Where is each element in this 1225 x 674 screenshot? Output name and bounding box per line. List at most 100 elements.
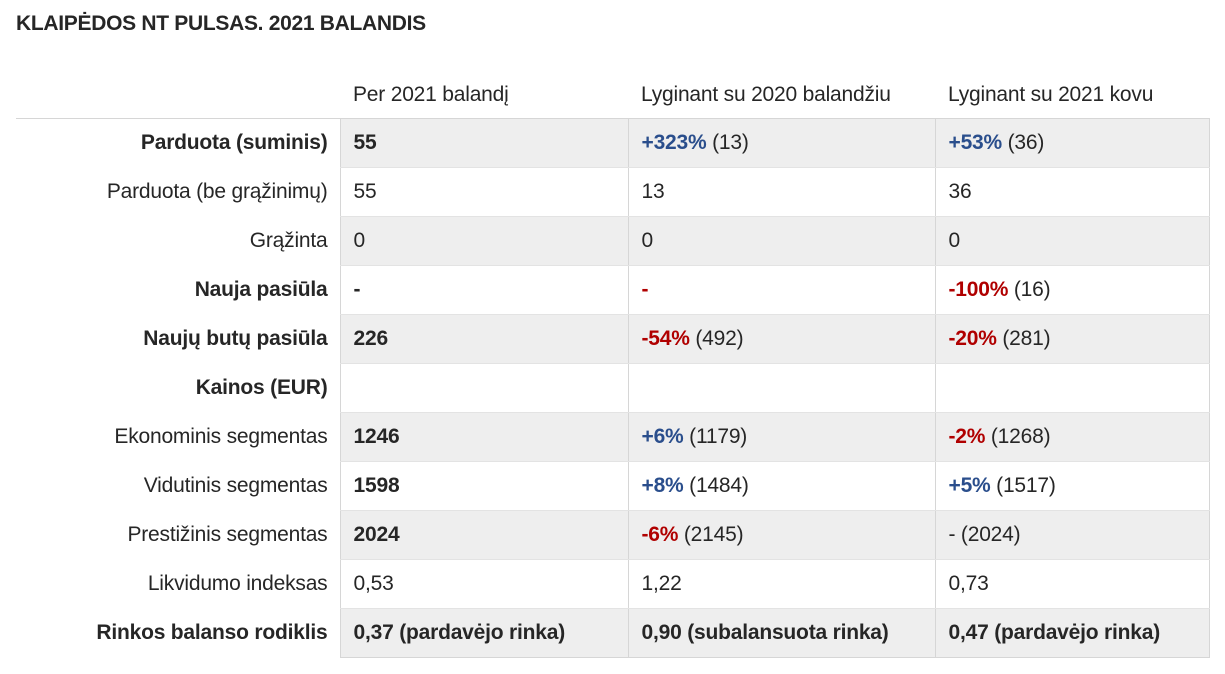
- table-row: Prestižinis segmentas 2024 -6% (2145) - (20…: [16, 510, 1210, 560]
- cell-vs-month: 36: [934, 167, 1210, 217]
- cell-current: 2024: [339, 510, 628, 560]
- cell-reference: (492): [689, 327, 744, 350]
- cell-vs-month: 0,73: [934, 559, 1210, 609]
- cell-value: 0,73: [948, 572, 989, 595]
- table-row: Parduota (suminis) 55 +323% (13) +53% (36): [16, 118, 1210, 168]
- cell-vs-month: - (2024): [934, 510, 1210, 560]
- cell-vs-year: -: [627, 265, 935, 315]
- cell-value: 55: [353, 131, 377, 154]
- cell-vs-month: [934, 363, 1210, 413]
- row-label: Parduota (be grąžinimų): [106, 180, 328, 203]
- cell-value: +53%: [948, 131, 1003, 154]
- cell-reference: (1268): [985, 425, 1051, 448]
- cell-vs-month: 0,47 (pardavėjo rinka): [934, 608, 1210, 658]
- cell-reference: (1517): [990, 474, 1056, 497]
- cell-value: 0,53: [353, 572, 394, 595]
- cell-vs-year: [627, 363, 935, 413]
- cell-vs-month: -2% (1268): [934, 412, 1210, 462]
- cell-reference: (1179): [683, 425, 748, 448]
- row-label: Prestižinis segmentas: [127, 523, 328, 546]
- cell-value: -: [641, 278, 649, 301]
- table-row: Nauja pasiūla - - -100% (16): [16, 265, 1210, 315]
- cell-vs-month: +53% (36): [934, 118, 1210, 168]
- cell-value: -54%: [641, 327, 690, 350]
- cell-current: 0,37 (pardavėjo rinka): [339, 608, 628, 658]
- cell-value: +5%: [948, 474, 991, 497]
- cell-value: 13: [641, 180, 665, 203]
- cell-vs-year: 13: [627, 167, 935, 217]
- table-row: Likvidumo indeksas 0,53 1,22 0,73: [16, 559, 1210, 609]
- cell-vs-month: -20% (281): [934, 314, 1210, 364]
- row-label: Kainos (EUR): [195, 376, 328, 399]
- table-row: Vidutinis segmentas 1598 +8% (1484) +5% (15…: [16, 461, 1210, 511]
- header-blank: [16, 72, 340, 119]
- cell-value: 1598: [353, 474, 400, 497]
- cell-value: 0: [353, 229, 366, 252]
- cell-vs-month: -100% (16): [934, 265, 1210, 315]
- cell-value: -2%: [948, 425, 986, 448]
- cell-current: 55: [339, 118, 628, 168]
- cell-value: -6%: [641, 523, 679, 546]
- cell-value: -: [353, 278, 361, 301]
- cell-reference: (281): [996, 327, 1051, 350]
- cell-current: 1598: [339, 461, 628, 511]
- cell-value: -20%: [948, 327, 997, 350]
- cell-value: -100%: [948, 278, 1009, 301]
- cell-value: 0: [641, 229, 654, 252]
- cell-reference: (2145): [678, 523, 744, 546]
- cell-vs-year: +6% (1179): [627, 412, 935, 462]
- cell-reference: (1484): [683, 474, 749, 497]
- nt-pulse-table: Per 2021 balandį Lyginant su 2020 baland…: [16, 72, 1210, 658]
- cell-current: [339, 363, 628, 413]
- cell-value: 55: [353, 180, 377, 203]
- table-header-row: Per 2021 balandį Lyginant su 2020 baland…: [16, 72, 1209, 119]
- table-row: Grąžinta 0 0 0: [16, 216, 1210, 266]
- table-row: Ekonominis segmentas 1246 +6% (1179) -2% (1…: [16, 412, 1210, 462]
- cell-value: 226: [353, 327, 389, 350]
- cell-vs-year: +323% (13): [627, 118, 935, 168]
- row-label: Ekonominis segmentas: [114, 425, 328, 448]
- cell-current: 0: [339, 216, 628, 266]
- cell-vs-year: +8% (1484): [627, 461, 935, 511]
- cell-value: -: [948, 523, 956, 546]
- row-label: Nauja pasiūla: [194, 278, 328, 301]
- cell-value: +323%: [641, 131, 707, 154]
- cell-value: 0,90 (subalansuota rinka): [641, 621, 889, 644]
- cell-value: 0: [948, 229, 961, 252]
- row-label: Grąžinta: [249, 229, 328, 252]
- table-row: Kainos (EUR): [16, 363, 1210, 413]
- cell-current: -: [339, 265, 628, 315]
- cell-value: 0,47 (pardavėjo rinka): [948, 621, 1161, 644]
- cell-value: 1246: [353, 425, 400, 448]
- cell-reference: (16): [1008, 278, 1051, 301]
- row-label: Rinkos balanso rodiklis: [96, 621, 328, 644]
- cell-value: +8%: [641, 474, 684, 497]
- cell-reference: (36): [1002, 131, 1045, 154]
- cell-vs-year: -54% (492): [627, 314, 935, 364]
- table-row: Parduota (be grąžinimų) 55 13 36: [16, 167, 1210, 217]
- cell-current: 0,53: [339, 559, 628, 609]
- cell-vs-month: +5% (1517): [934, 461, 1210, 511]
- cell-reference: (2024): [955, 523, 1021, 546]
- row-label: Vidutinis segmentas: [143, 474, 328, 497]
- cell-value: 1,22: [641, 572, 682, 595]
- cell-current: 226: [339, 314, 628, 364]
- cell-reference: (13): [706, 131, 749, 154]
- cell-vs-year: 0,90 (subalansuota rinka): [627, 608, 935, 658]
- cell-current: 55: [339, 167, 628, 217]
- cell-value: 0,37 (pardavėjo rinka): [353, 621, 566, 644]
- cell-value: 36: [948, 180, 972, 203]
- header-vs-year: Lyginant su 2020 balandžiu: [628, 72, 935, 119]
- header-current: Per 2021 balandį: [340, 72, 628, 119]
- cell-current: 1246: [339, 412, 628, 462]
- row-label: Parduota (suminis): [140, 131, 328, 155]
- row-label: Likvidumo indeksas: [147, 572, 328, 595]
- header-vs-month: Lyginant su 2021 kovu: [935, 72, 1209, 119]
- table-body: Parduota (suminis) 55 +323% (13) +53% (36) P…: [16, 118, 1210, 658]
- table-row: Naujų butų pasiūla 226 -54% (492) -20% (281…: [16, 314, 1210, 364]
- cell-vs-year: 0: [627, 216, 935, 266]
- cell-vs-month: 0: [934, 216, 1210, 266]
- cell-vs-year: 1,22: [627, 559, 935, 609]
- cell-vs-year: -6% (2145): [627, 510, 935, 560]
- cell-value: 2024: [353, 523, 400, 546]
